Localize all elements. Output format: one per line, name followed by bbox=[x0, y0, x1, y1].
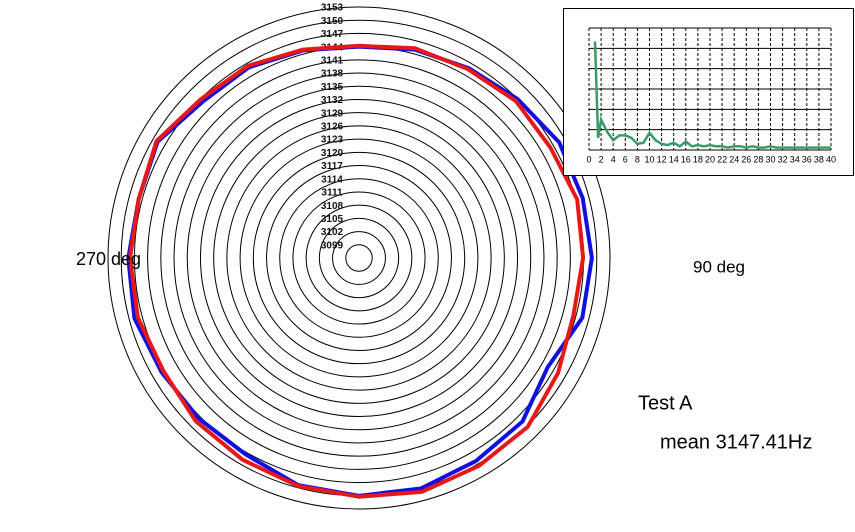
r-tick-label: 3141 bbox=[321, 55, 344, 66]
ring bbox=[226, 125, 492, 391]
x-tick-label: 4 bbox=[611, 154, 616, 164]
x-tick-label: 24 bbox=[729, 154, 739, 164]
ring bbox=[160, 59, 558, 457]
series-line bbox=[128, 43, 586, 499]
x-tick-label: 34 bbox=[790, 154, 800, 164]
ring bbox=[120, 19, 598, 497]
r-tick-label: 3114 bbox=[321, 174, 343, 185]
x-tick-label: 20 bbox=[705, 154, 715, 164]
x-tick-label: 32 bbox=[778, 154, 788, 164]
x-tick-label: 26 bbox=[741, 154, 751, 164]
r-tick-label: 3138 bbox=[321, 69, 344, 80]
r-tick-label: 3147 bbox=[321, 29, 344, 40]
r-tick-label: 3108 bbox=[321, 201, 344, 212]
x-tick-label: 30 bbox=[765, 154, 775, 164]
annotation: 90 deg bbox=[693, 257, 745, 276]
r-tick-label: 3099 bbox=[321, 240, 344, 251]
x-tick-label: 36 bbox=[802, 154, 812, 164]
r-tick-label: 3123 bbox=[321, 135, 344, 146]
series-line bbox=[593, 41, 831, 149]
x-tick-label: 2 bbox=[599, 154, 604, 164]
ring bbox=[332, 231, 386, 285]
ring bbox=[279, 178, 439, 338]
annotation: Test A bbox=[638, 392, 693, 414]
ring bbox=[305, 204, 413, 312]
ring bbox=[292, 191, 426, 325]
x-tick-label: 16 bbox=[681, 154, 691, 164]
annotation: mean 3147.41Hz bbox=[660, 431, 812, 453]
x-tick-label: 10 bbox=[644, 154, 654, 164]
ring bbox=[213, 112, 505, 404]
r-tick-label: 3117 bbox=[321, 161, 343, 172]
x-tick-label: 28 bbox=[753, 154, 763, 164]
r-tick-label: 3129 bbox=[321, 108, 344, 119]
ring bbox=[107, 6, 611, 510]
ring bbox=[147, 46, 571, 470]
ring bbox=[186, 85, 532, 431]
x-tick-label: 38 bbox=[814, 154, 824, 164]
r-tick-label: 3135 bbox=[321, 82, 344, 93]
annotation: 270 deg bbox=[76, 249, 141, 269]
ring bbox=[199, 98, 519, 418]
r-tick-label: 3105 bbox=[321, 214, 344, 225]
x-tick-label: 14 bbox=[669, 154, 679, 164]
r-tick-label: 3120 bbox=[321, 148, 344, 159]
ring bbox=[266, 165, 452, 351]
x-tick-label: 12 bbox=[657, 154, 667, 164]
ring bbox=[252, 151, 466, 365]
x-tick-label: 18 bbox=[693, 154, 703, 164]
ring bbox=[239, 138, 479, 378]
r-tick-label: 3132 bbox=[321, 95, 344, 106]
r-tick-label: 3102 bbox=[321, 227, 344, 238]
x-tick-label: 40 bbox=[826, 154, 836, 164]
r-tick-label: 3153 bbox=[321, 3, 344, 14]
r-tick-label: 3111 bbox=[321, 188, 343, 199]
ring bbox=[318, 217, 400, 299]
ring bbox=[173, 72, 545, 444]
r-tick-label: 3126 bbox=[321, 122, 344, 133]
x-tick-label: 22 bbox=[717, 154, 727, 164]
x-tick-label: 0 bbox=[586, 154, 591, 164]
x-tick-label: 8 bbox=[635, 154, 640, 164]
x-tick-label: 6 bbox=[623, 154, 628, 164]
ring bbox=[345, 244, 373, 272]
r-tick-label: 3150 bbox=[321, 16, 344, 27]
